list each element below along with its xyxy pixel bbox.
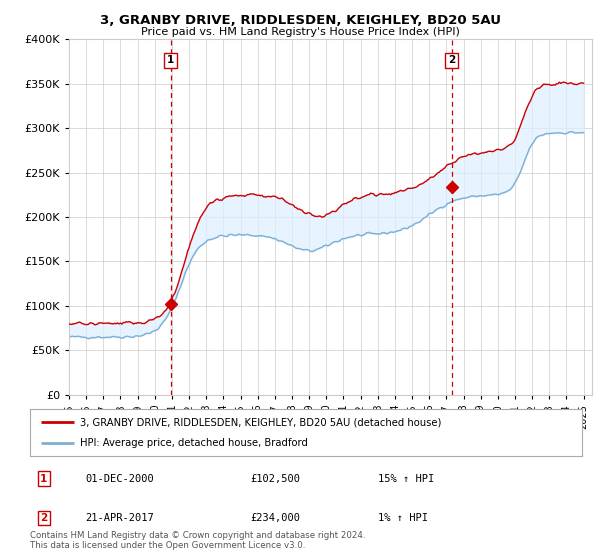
Text: 2: 2 (40, 513, 47, 523)
Text: 3, GRANBY DRIVE, RIDDLESDEN, KEIGHLEY, BD20 5AU: 3, GRANBY DRIVE, RIDDLESDEN, KEIGHLEY, B… (100, 14, 500, 27)
Text: 1% ↑ HPI: 1% ↑ HPI (378, 513, 428, 523)
Text: £102,500: £102,500 (251, 474, 301, 484)
Text: £234,000: £234,000 (251, 513, 301, 523)
Text: 3, GRANBY DRIVE, RIDDLESDEN, KEIGHLEY, BD20 5AU (detached house): 3, GRANBY DRIVE, RIDDLESDEN, KEIGHLEY, B… (80, 417, 441, 427)
Text: 1: 1 (167, 55, 174, 65)
Text: Contains HM Land Registry data © Crown copyright and database right 2024.
This d: Contains HM Land Registry data © Crown c… (30, 530, 365, 550)
Text: 21-APR-2017: 21-APR-2017 (85, 513, 154, 523)
Text: Price paid vs. HM Land Registry's House Price Index (HPI): Price paid vs. HM Land Registry's House … (140, 27, 460, 37)
Text: 01-DEC-2000: 01-DEC-2000 (85, 474, 154, 484)
Text: 2: 2 (448, 55, 455, 65)
Text: HPI: Average price, detached house, Bradford: HPI: Average price, detached house, Brad… (80, 438, 308, 448)
Text: 1: 1 (40, 474, 47, 484)
Text: 15% ↑ HPI: 15% ↑ HPI (378, 474, 434, 484)
